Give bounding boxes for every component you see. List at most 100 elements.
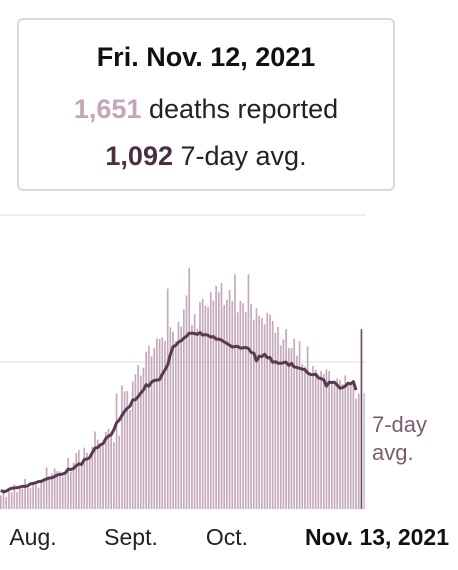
- bar[interactable]: [212, 300, 215, 509]
- bar[interactable]: [51, 473, 53, 509]
- bar[interactable]: [271, 320, 274, 509]
- bar[interactable]: [139, 375, 142, 510]
- bar[interactable]: [349, 385, 352, 509]
- bar[interactable]: [333, 380, 336, 509]
- bar[interactable]: [72, 462, 75, 509]
- bar[interactable]: [290, 348, 293, 509]
- bar[interactable]: [266, 312, 269, 509]
- bar[interactable]: [110, 436, 113, 509]
- bar[interactable]: [48, 479, 51, 509]
- bar[interactable]: [150, 356, 153, 509]
- bar[interactable]: [169, 327, 172, 509]
- bar[interactable]: [126, 390, 129, 509]
- bar-selected-day[interactable]: [360, 329, 363, 509]
- bar[interactable]: [145, 351, 147, 509]
- bar[interactable]: [121, 385, 123, 509]
- bar[interactable]: [18, 488, 21, 509]
- bar[interactable]: [306, 346, 309, 509]
- bar[interactable]: [304, 366, 306, 509]
- bar[interactable]: [314, 369, 317, 509]
- bar[interactable]: [123, 391, 126, 509]
- bar[interactable]: [153, 347, 156, 509]
- bar[interactable]: [94, 431, 96, 509]
- bar[interactable]: [113, 442, 115, 509]
- bar[interactable]: [129, 409, 131, 509]
- bar[interactable]: [59, 471, 61, 509]
- bar[interactable]: [274, 332, 277, 509]
- bar[interactable]: [204, 305, 207, 509]
- bar[interactable]: [331, 383, 333, 509]
- bar[interactable]: [185, 295, 188, 509]
- bar[interactable]: [37, 487, 40, 509]
- bar[interactable]: [45, 467, 48, 509]
- bar[interactable]: [0, 495, 2, 509]
- bar[interactable]: [263, 324, 266, 509]
- bar[interactable]: [196, 328, 199, 509]
- bar[interactable]: [223, 304, 226, 509]
- bar[interactable]: [53, 468, 56, 509]
- bar[interactable]: [80, 463, 83, 509]
- bar[interactable]: [293, 338, 296, 509]
- bar[interactable]: [180, 326, 182, 510]
- bar[interactable]: [131, 381, 134, 509]
- bar[interactable]: [10, 492, 13, 509]
- bar[interactable]: [234, 274, 236, 509]
- bar[interactable]: [67, 458, 69, 509]
- bar[interactable]: [242, 303, 244, 509]
- bar[interactable]: [88, 456, 91, 509]
- bar[interactable]: [29, 488, 32, 509]
- bar[interactable]: [43, 479, 45, 509]
- bar[interactable]: [322, 373, 325, 509]
- bar[interactable]: [209, 292, 212, 509]
- bar[interactable]: [91, 446, 94, 509]
- bar[interactable]: [339, 380, 341, 509]
- bar[interactable]: [64, 471, 67, 509]
- bar[interactable]: [215, 285, 217, 509]
- bar[interactable]: [312, 366, 314, 509]
- bar[interactable]: [34, 481, 37, 509]
- bar[interactable]: [118, 435, 121, 509]
- bar[interactable]: [325, 369, 328, 509]
- bar[interactable]: [156, 338, 158, 509]
- bar[interactable]: [86, 452, 88, 509]
- bar[interactable]: [102, 445, 104, 509]
- bar[interactable]: [285, 329, 287, 509]
- bar[interactable]: [228, 289, 231, 509]
- bar[interactable]: [347, 384, 349, 509]
- bar[interactable]: [269, 314, 271, 509]
- bar[interactable]: [16, 492, 18, 509]
- bar[interactable]: [2, 489, 5, 509]
- bar[interactable]: [199, 302, 201, 509]
- bar[interactable]: [61, 476, 64, 509]
- bar[interactable]: [115, 393, 118, 509]
- bar[interactable]: [344, 375, 347, 509]
- bar[interactable]: [148, 345, 150, 509]
- bar[interactable]: [231, 301, 234, 509]
- bar[interactable]: [296, 355, 298, 509]
- bar[interactable]: [183, 309, 185, 509]
- bar[interactable]: [104, 432, 107, 509]
- bar[interactable]: [26, 484, 29, 509]
- bar[interactable]: [161, 337, 164, 509]
- bar[interactable]: [252, 319, 255, 509]
- bar[interactable]: [320, 370, 322, 509]
- bar[interactable]: [217, 292, 220, 509]
- bar[interactable]: [250, 304, 252, 509]
- bar[interactable]: [298, 341, 301, 509]
- bar[interactable]: [317, 375, 320, 509]
- bar[interactable]: [201, 298, 204, 509]
- bar[interactable]: [239, 300, 242, 509]
- bar[interactable]: [32, 482, 34, 509]
- bar[interactable]: [363, 393, 365, 509]
- bar[interactable]: [5, 497, 8, 509]
- bar[interactable]: [287, 347, 290, 509]
- bar[interactable]: [13, 484, 16, 509]
- bar[interactable]: [341, 384, 344, 509]
- bar[interactable]: [75, 453, 78, 509]
- bar[interactable]: [193, 313, 196, 509]
- bar[interactable]: [166, 288, 169, 510]
- bar[interactable]: [255, 308, 258, 509]
- bar[interactable]: [191, 325, 193, 509]
- bar[interactable]: [328, 371, 330, 509]
